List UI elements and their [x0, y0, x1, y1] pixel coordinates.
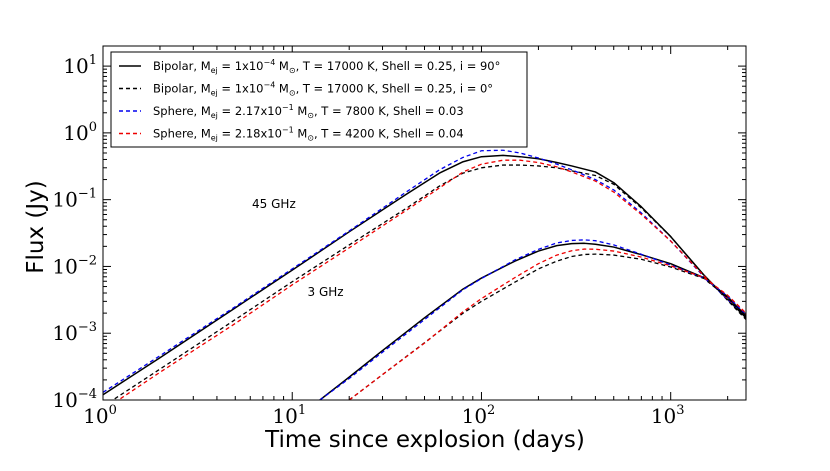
x-tick-label-0: 100 [83, 403, 117, 428]
ticks-layer [102, 46, 746, 401]
y-tick-base-3: 10 [52, 188, 77, 212]
x-tick-label-1: 101 [272, 403, 306, 428]
legend-label-3: Sphere, Mej = 2.18x10−1 M⊙, T = 4200 K, … [153, 126, 464, 143]
legend-label-2-part-1: ej [211, 111, 218, 120]
x-tick-base-1: 10 [272, 404, 297, 428]
y-tick-label-4: 100 [63, 120, 97, 145]
y-tick-exp-2: −2 [78, 253, 97, 268]
legend: Bipolar, Mej = 1x10−4 M⊙, T = 17000 K, S… [110, 51, 528, 148]
legend-label-0-part-4: M [275, 59, 289, 73]
curves-layer [103, 149, 746, 400]
legend-label-1: Bipolar, Mej = 1x10−4 M⊙, T = 17000 K, S… [153, 81, 493, 98]
legend-label-0-part-3: −4 [263, 58, 275, 67]
series-line-6 [319, 239, 746, 400]
y-tick-base-0: 10 [52, 388, 77, 412]
legend-label-3-part-0: Sphere, M [153, 127, 211, 141]
legend-label-2-part-2: = 2.17x10 [218, 104, 282, 118]
series-line-7 [348, 248, 746, 400]
legend-label-3-part-2: = 2.18x10 [218, 127, 282, 141]
annotation-1: 3 GHz [308, 285, 344, 299]
y-tick-exp-4: 0 [89, 120, 97, 135]
legend-label-2-part-6: , T = 7800 K, Shell = 0.03 [314, 104, 464, 118]
legend-label-2-part-3: −1 [282, 103, 294, 112]
legend-label-1-part-0: Bipolar, M [153, 82, 211, 96]
legend-label-1-part-6: , T = 17000 K, Shell = 0.25, i = 0° [296, 82, 494, 96]
y-tick-label-3: 10−1 [52, 187, 97, 212]
x-tick-label-3: 103 [651, 403, 685, 428]
y-tick-exp-3: −1 [78, 187, 97, 202]
x-axis-title: Time since explosion (days) [264, 427, 585, 453]
y-tick-base-1: 10 [52, 321, 77, 345]
y-tick-label-5: 101 [63, 53, 97, 78]
x-tick-label-2: 102 [462, 403, 496, 428]
x-tick-base-2: 10 [462, 404, 487, 428]
legend-label-2-part-4: M [294, 104, 308, 118]
x-tick-exp-1: 1 [298, 403, 306, 418]
legend-label-1-part-5: ⊙ [289, 89, 296, 98]
x-tick-exp-3: 3 [676, 403, 684, 418]
legend-label-0-part-1: ej [211, 66, 218, 75]
legend-label-0-part-6: , T = 17000 K, Shell = 0.25, i = 90° [296, 59, 501, 73]
annotation-0: 45 GHz [252, 197, 296, 211]
series-line-5 [348, 253, 746, 400]
legend-label-1-part-1: ej [211, 89, 218, 98]
x-tick-exp-0: 0 [109, 403, 117, 418]
series-line-4 [319, 242, 746, 400]
series-line-0 [103, 154, 746, 396]
annotations-layer: 45 GHz 3 GHz [252, 197, 344, 299]
legend-label-3-part-3: −1 [282, 126, 294, 135]
y-tick-base-5: 10 [63, 54, 88, 78]
legend-label-3-part-4: M [294, 127, 308, 141]
legend-label-0-part-0: Bipolar, M [153, 59, 211, 73]
y-tick-exp-0: −4 [78, 387, 97, 402]
legend-label-3-part-6: , T = 4200 K, Shell = 0.04 [314, 127, 464, 141]
legend-label-0-part-5: ⊙ [289, 66, 296, 75]
legend-label-3-part-5: ⊙ [307, 134, 314, 143]
legend-label-1-part-4: M [275, 82, 289, 96]
legend-label-3-part-1: ej [211, 134, 218, 143]
legend-label-2-part-5: ⊙ [307, 111, 314, 120]
legend-label-0-part-2: = 1x10 [218, 59, 264, 73]
legend-label-1-part-3: −4 [263, 81, 275, 90]
legend-label-2: Sphere, Mej = 2.17x10−1 M⊙, T = 7800 K, … [153, 103, 464, 120]
y-axis-title: Flux (Jy) [23, 180, 49, 273]
x-tick-exp-2: 2 [487, 403, 495, 418]
y-tick-exp-1: −3 [78, 320, 97, 335]
y-tick-label-0: 10−4 [52, 387, 97, 412]
x-tick-base-0: 10 [83, 404, 108, 428]
y-tick-exp-5: 1 [89, 53, 97, 68]
x-tick-base-3: 10 [651, 404, 676, 428]
y-tick-label-1: 10−3 [52, 320, 97, 345]
y-tick-label-2: 10−2 [52, 253, 97, 278]
series-line-1 [111, 164, 746, 400]
y-tick-base-4: 10 [63, 121, 88, 145]
legend-label-1-part-2: = 1x10 [218, 82, 264, 96]
y-tick-base-2: 10 [52, 254, 77, 278]
legend-box [110, 51, 528, 148]
series-line-2 [103, 149, 746, 393]
legend-label-2-part-0: Sphere, M [153, 104, 211, 118]
legend-label-0: Bipolar, Mej = 1x10−4 M⊙, T = 17000 K, S… [153, 58, 500, 75]
series-line-3 [117, 159, 746, 400]
